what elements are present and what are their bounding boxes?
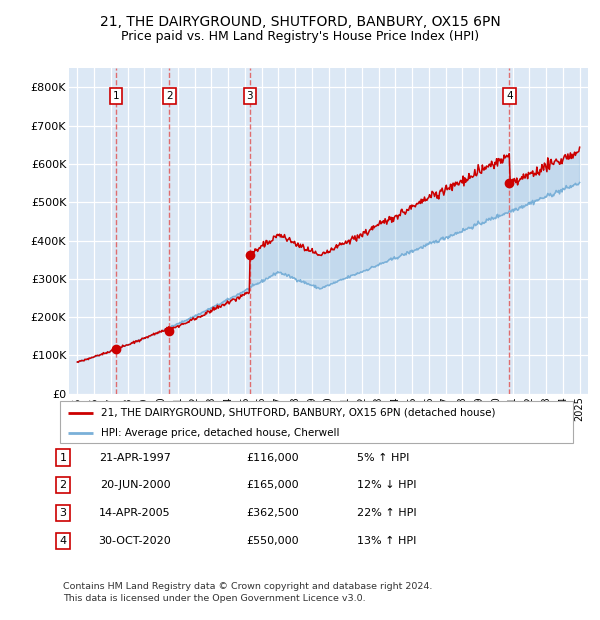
Text: 14-APR-2005: 14-APR-2005 (99, 508, 171, 518)
Text: 3: 3 (247, 91, 253, 101)
Text: 22% ↑ HPI: 22% ↑ HPI (357, 508, 416, 518)
Text: 21, THE DAIRYGROUND, SHUTFORD, BANBURY, OX15 6PN: 21, THE DAIRYGROUND, SHUTFORD, BANBURY, … (100, 16, 500, 30)
Text: 3: 3 (59, 508, 67, 518)
Text: 2: 2 (166, 91, 173, 101)
Text: £550,000: £550,000 (247, 536, 299, 546)
Text: 13% ↑ HPI: 13% ↑ HPI (357, 536, 416, 546)
Text: HPI: Average price, detached house, Cherwell: HPI: Average price, detached house, Cher… (101, 428, 340, 438)
Text: 1: 1 (59, 453, 67, 463)
Text: 4: 4 (59, 536, 67, 546)
Text: 4: 4 (506, 91, 512, 101)
Text: 20-JUN-2000: 20-JUN-2000 (100, 480, 170, 490)
Text: Contains HM Land Registry data © Crown copyright and database right 2024.
This d: Contains HM Land Registry data © Crown c… (63, 582, 433, 603)
FancyBboxPatch shape (60, 401, 573, 443)
Text: £116,000: £116,000 (247, 453, 299, 463)
Text: £165,000: £165,000 (247, 480, 299, 490)
Text: 5% ↑ HPI: 5% ↑ HPI (357, 453, 409, 463)
Text: 12% ↓ HPI: 12% ↓ HPI (357, 480, 416, 490)
Text: 1: 1 (113, 91, 119, 101)
Text: 2: 2 (59, 480, 67, 490)
Text: £362,500: £362,500 (247, 508, 299, 518)
Text: 30-OCT-2020: 30-OCT-2020 (98, 536, 172, 546)
Text: Price paid vs. HM Land Registry's House Price Index (HPI): Price paid vs. HM Land Registry's House … (121, 30, 479, 43)
Text: 21-APR-1997: 21-APR-1997 (99, 453, 171, 463)
Text: 21, THE DAIRYGROUND, SHUTFORD, BANBURY, OX15 6PN (detached house): 21, THE DAIRYGROUND, SHUTFORD, BANBURY, … (101, 407, 496, 417)
